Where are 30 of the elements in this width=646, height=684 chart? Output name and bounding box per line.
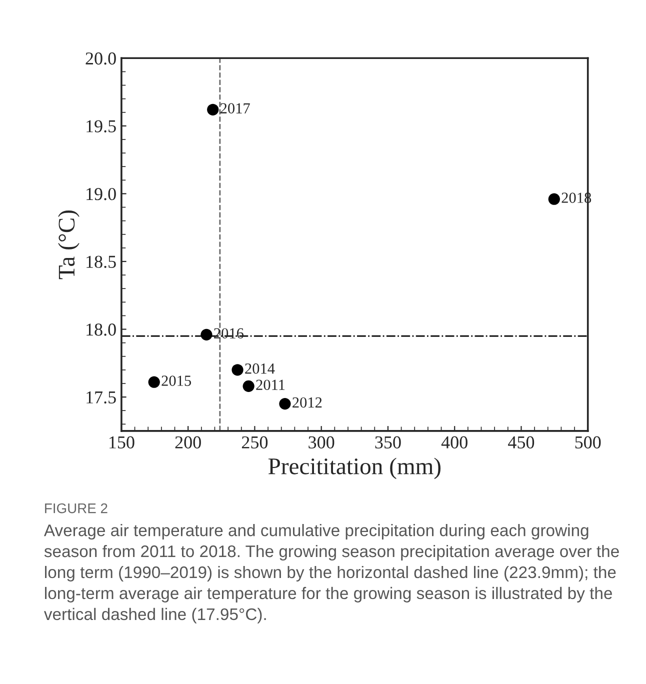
y-axis-title: Ta (°C) — [58, 210, 80, 280]
point — [148, 376, 160, 388]
point — [279, 398, 291, 410]
x-tick-label: 200 — [175, 436, 201, 448]
y-tick-label: 19.5 — [86, 120, 116, 132]
text: Average air temperature and cumulative precipitation during each growing season from 2011 to 2018. The growing season precipitation average over the long term (1990–2019) is shown by the horizontal dashed line (223.9mm); the long-term average air temperature for the growing season is illustrated by the vertical dashed line (17.95°C). — [44, 524, 619, 624]
y-tick-label: 18.5 — [86, 256, 116, 268]
point — [200, 328, 212, 340]
y-tick-label: 19.0 — [86, 188, 116, 200]
y-tick-label: 17.5 — [86, 391, 116, 404]
y-tick-label: 18.0 — [86, 324, 116, 336]
annotation: 2017 — [220, 103, 250, 114]
x-tick-label: 150 — [109, 436, 134, 448]
x-tick-label: 500 — [575, 436, 601, 448]
point — [548, 193, 560, 205]
point — [242, 380, 254, 392]
point — [207, 104, 219, 116]
x-tick-label: 250 — [242, 436, 268, 448]
caption: FIGURE 2 — [45, 503, 108, 514]
annotation: 2011 — [256, 380, 285, 390]
annotation: 2015 — [162, 376, 191, 386]
y-tick-label: 20.0 — [86, 52, 116, 65]
point — [232, 364, 244, 376]
annotation: 2014 — [245, 363, 275, 374]
annotation: 2012 — [292, 397, 322, 408]
x-tick-label: 350 — [375, 436, 401, 448]
x-tick-label: 300 — [308, 436, 334, 448]
x-tick-label: 450 — [508, 436, 534, 448]
x-axis-title: Precititation (mm) — [268, 458, 440, 480]
x-tick-label: 400 — [441, 436, 468, 448]
